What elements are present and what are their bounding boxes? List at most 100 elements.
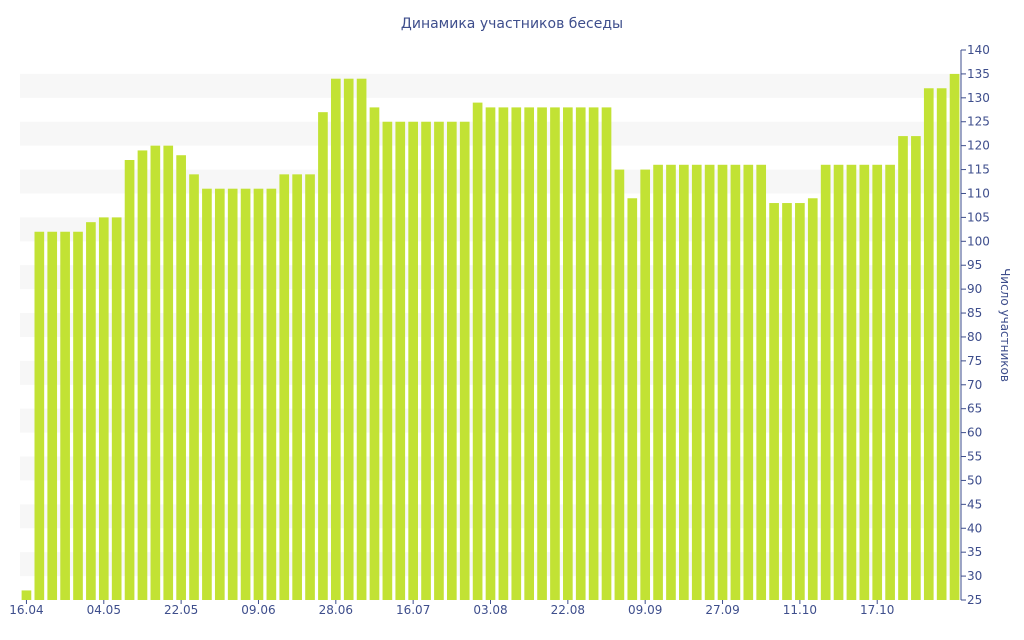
y-tick-label: 30 — [967, 569, 982, 583]
x-tick-label: 04.05 — [87, 603, 121, 617]
y-tick-label: 100 — [967, 234, 990, 248]
bar — [537, 107, 547, 600]
y-tick-label: 90 — [967, 282, 982, 296]
bar — [730, 164, 741, 600]
bar — [47, 231, 58, 601]
bar — [111, 217, 122, 600]
bar — [137, 150, 148, 600]
bar — [369, 107, 380, 600]
bar — [846, 164, 857, 600]
bar — [150, 145, 161, 600]
bar — [382, 121, 393, 601]
bar — [21, 590, 32, 600]
bar — [279, 174, 290, 600]
bar — [666, 164, 676, 600]
x-tick-label: 22.05 — [164, 603, 198, 617]
bar — [434, 121, 444, 601]
bar — [202, 188, 212, 600]
y-tick-label: 75 — [967, 354, 982, 368]
bar — [472, 102, 483, 601]
bar — [588, 107, 599, 600]
bar — [34, 231, 45, 601]
y-tick-label: 110 — [967, 186, 990, 200]
bar — [614, 169, 625, 600]
bar — [550, 107, 560, 600]
bar — [524, 107, 535, 600]
bar — [124, 160, 135, 600]
y-axis-ticks: 25 30 35 40 45 50 55 60 65 70 75 80 85 90 95 100 105 110 1… — [961, 43, 990, 607]
bar — [898, 136, 908, 600]
y-tick-label: 50 — [967, 473, 982, 487]
y-tick-label: 45 — [967, 497, 982, 511]
x-tick-label: 11.10 — [783, 603, 817, 617]
bar — [266, 188, 277, 600]
bar — [318, 112, 328, 601]
bar — [833, 164, 844, 600]
y-tick-label: 125 — [967, 115, 990, 129]
bar — [653, 164, 663, 600]
x-axis-ticks: 16.04 04.05 22.05 09.06 28.06 16.07 03.08 22.08… — [9, 600, 894, 617]
y-tick-label: 115 — [967, 163, 990, 177]
bar — [911, 136, 921, 600]
bar — [704, 164, 715, 600]
bar — [343, 78, 354, 600]
y-tick-label: 95 — [967, 258, 982, 272]
bar — [717, 164, 728, 600]
bar — [408, 121, 418, 601]
x-tick-label: 16.04 — [9, 603, 43, 617]
bar — [807, 198, 818, 600]
y-tick-label: 135 — [967, 67, 990, 81]
y-tick-label: 140 — [967, 43, 990, 57]
bar — [859, 164, 870, 600]
bar — [679, 164, 689, 600]
bar — [627, 198, 638, 600]
bar — [885, 164, 895, 600]
x-tick-label: 09.09 — [628, 603, 662, 617]
y-tick-label: 85 — [967, 306, 982, 320]
y-tick-label: 70 — [967, 378, 982, 392]
y-tick-label: 105 — [967, 210, 990, 224]
y-tick-label: 35 — [967, 545, 982, 559]
y-tick-label: 25 — [967, 593, 982, 607]
y-tick-label: 40 — [967, 521, 982, 535]
bar — [227, 188, 238, 600]
y-tick-label: 65 — [967, 402, 982, 416]
bar — [872, 164, 883, 600]
bar — [253, 188, 264, 600]
y-tick-label: 80 — [967, 330, 982, 344]
bar — [601, 107, 612, 600]
bar — [292, 174, 302, 600]
bar — [563, 107, 573, 600]
x-tick-label: 09.06 — [241, 603, 275, 617]
bar — [421, 121, 431, 601]
bar — [395, 121, 406, 601]
bar — [949, 73, 960, 600]
bar — [176, 155, 186, 600]
bar — [795, 203, 805, 601]
bar — [820, 164, 831, 600]
bar — [936, 88, 947, 600]
x-tick-label: 17.10 — [860, 603, 894, 617]
y-tick-label: 120 — [967, 139, 990, 153]
bar — [73, 231, 83, 601]
bar — [189, 174, 199, 600]
bar — [163, 145, 174, 600]
y-tick-label: 55 — [967, 450, 982, 464]
bar — [214, 188, 225, 600]
x-tick-label: 22.08 — [551, 603, 585, 617]
bar — [769, 203, 779, 601]
bar — [756, 164, 767, 600]
y-tick-label: 130 — [967, 91, 990, 105]
x-tick-label: 27.09 — [705, 603, 739, 617]
x-tick-label: 16.07 — [396, 603, 430, 617]
bar — [498, 107, 509, 600]
chart-title: Динамика участников беседы — [401, 16, 623, 32]
bar — [485, 107, 496, 600]
bar — [98, 217, 109, 600]
bar — [511, 107, 522, 600]
bar — [330, 78, 341, 600]
grid-band — [20, 73, 961, 98]
bar — [923, 88, 934, 600]
y-axis-title: Число участников — [998, 268, 1012, 382]
